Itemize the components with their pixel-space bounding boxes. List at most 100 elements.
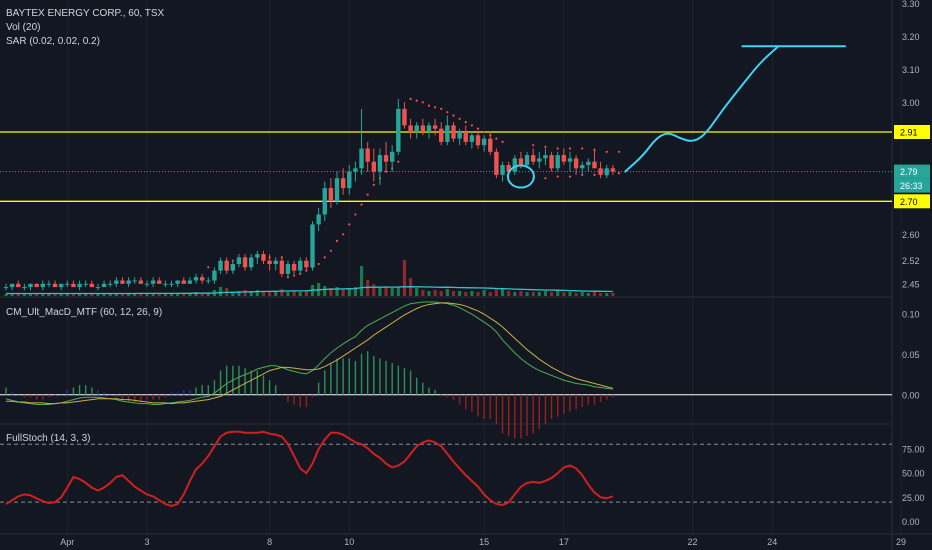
macd-histogram-bar [599,394,602,403]
candle-body [28,283,33,288]
macd-histogram-bar [507,394,510,436]
projection-drawing[interactable] [624,45,780,173]
sar-dot [317,262,320,266]
candle-body [206,280,211,282]
volume-bar [323,286,327,296]
candle-body [304,260,309,268]
time-axis[interactable]: Apr 3 8 10 15 17 22 24 29 [60,537,906,547]
macd-histogram-bar [403,368,406,395]
time-tick-label: 29 [896,537,906,547]
macd-histogram-bar [91,387,93,395]
stochastic-tick-label: 25.00 [902,493,925,503]
candle-body [610,168,616,172]
volume-bar [206,293,210,296]
sar-dot [397,160,400,163]
sar-dot [556,147,559,150]
macd-histogram-bar [78,385,81,395]
sar-dot [372,183,375,186]
volume-bar [267,292,272,296]
volume-bar [151,293,155,296]
macd-histogram [5,351,614,439]
macd-histogram-bar [391,363,393,395]
candle-body [285,264,291,274]
macd-histogram-bar [11,392,13,395]
volume-bar [280,289,284,296]
volume-bar [114,293,118,296]
macd-histogram-bar [360,353,363,395]
price-tick-label: 2.52 [902,256,920,266]
stochastic-panel[interactable]: FullStoch (14, 3, 3) [0,430,892,508]
macd-histogram-bar [416,377,418,395]
candle-body [249,257,254,268]
macd-histogram-bar [434,389,436,395]
macd-histogram-bar [612,394,614,398]
sar-dot [293,274,296,277]
candle-body [298,260,303,271]
price-badge [894,164,930,179]
volume-bar [169,294,174,296]
macd-histogram-bar [213,380,216,395]
macd-histogram-bar [311,394,314,398]
volume-bar [304,291,308,296]
candle-body [3,287,9,289]
sar-dot [568,175,572,178]
volume-bar [366,280,370,296]
price-tick-label: 3.30 [902,0,920,9]
volume-bar [347,288,351,296]
volume-bar [507,291,511,296]
candle-body [169,283,174,285]
time-tick-label: 24 [767,537,777,547]
volume-bar [341,289,345,296]
macd-histogram-bar [164,394,167,398]
macd-histogram-bar [330,363,332,395]
sar-dot [335,239,339,242]
candle-body [420,125,426,132]
price-badge-label: 2.91 [900,128,918,138]
macd-histogram-bar [201,385,203,395]
macd-histogram-bar [23,394,26,398]
sar-dot [329,249,332,252]
volume-bar [231,292,235,296]
volume-bar [549,292,554,296]
volume-bar [439,291,443,296]
macd-panel[interactable]: CM_Ult_MacD_MTF (60, 12, 26, 9) [0,301,892,439]
macd-histogram-bar [342,358,344,395]
sar-dot [427,104,431,107]
macd-histogram-bar [219,370,222,395]
macd-histogram-bar [103,392,105,395]
candle-body [224,260,229,271]
sar-dot [617,150,621,153]
price-badge-label: 2.79 [900,167,918,177]
volume-bar [458,291,462,296]
volume-bar [35,294,39,296]
macd-histogram-bar [35,394,38,400]
macd-histogram-bar [244,368,246,395]
price-panel[interactable] [0,45,892,296]
price-tick-label: 3.20 [902,32,920,42]
time-tick-label: 3 [144,537,149,547]
volume-bar [90,294,94,296]
candle-body [34,283,39,288]
macd-histogram-bar [489,394,491,419]
volume-bar [194,292,198,296]
volume-bar [274,291,278,296]
price-axis[interactable]: 3.30 3.20 3.10 3.00 2.60 2.52 2.45 2.91 2.79 26:3… [894,0,930,527]
volume-bar [568,292,572,296]
volume-bar [133,294,137,296]
candle-body [457,132,462,139]
circle-drawing[interactable] [506,164,535,189]
macd-histogram-bar [17,394,19,396]
candle-body [175,280,180,284]
candle-body [261,254,266,261]
volume-bar [605,293,609,296]
candle-body [95,287,101,289]
volume-bar [513,292,517,296]
volume-bar [157,294,161,296]
candle-body [199,277,205,281]
macd-histogram-bar [471,394,473,412]
candle-body [445,125,450,142]
volume-bar [329,288,333,296]
macd-histogram-bar [146,394,148,400]
macd-histogram-bar [238,365,240,395]
